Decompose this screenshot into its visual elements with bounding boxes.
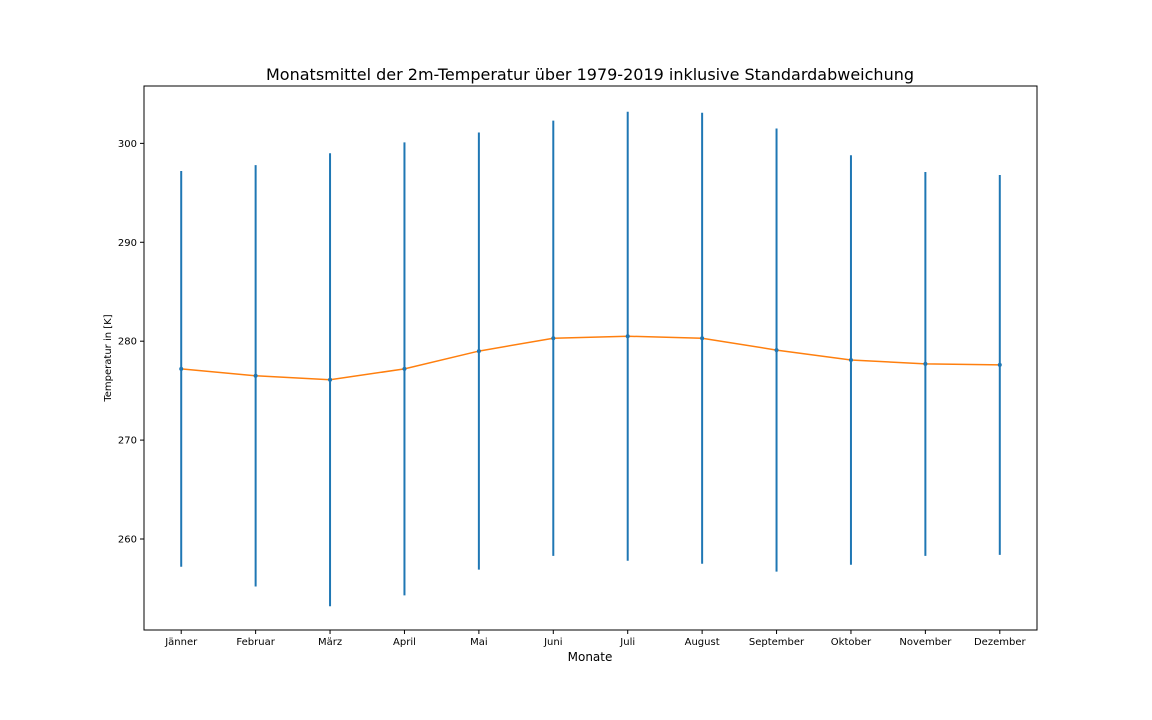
y-tick-label: 290 [118,238,137,249]
chart-title: Monatsmittel der 2m-Temperatur über 1979… [266,65,914,84]
x-tick-label: September [749,637,805,648]
x-tick-label: August [685,637,720,648]
x-tick-label: Mai [470,637,488,648]
x-tick-label: Jänner [164,637,198,648]
x-tick-label: November [899,637,952,648]
data-point [551,336,556,341]
data-point [700,336,705,341]
data-point [774,348,779,353]
data-point [476,349,481,354]
x-tick-label: Juni [543,637,562,648]
data-point [625,334,630,339]
x-tick-label: Februar [236,637,275,648]
x-tick-label: Oktober [831,637,872,648]
y-tick-label: 300 [118,139,137,150]
y-tick-label: 280 [118,337,137,348]
data-point [997,362,1002,367]
y-tick-label: 270 [118,436,137,447]
x-tick-label: Dezember [974,637,1026,648]
data-point [328,377,333,382]
data-point [402,366,407,371]
mean-line [181,335,1000,381]
data-point [923,361,928,366]
axes-frame [143,85,1038,631]
data-point [848,357,853,362]
plot-area: 260 270 280 290 300 Jänner Februar März April Mai… [118,85,1038,648]
y-tick-label: 260 [118,535,137,546]
data-point [253,373,258,378]
y-axis-label: Temperatur in [K] [103,314,114,402]
x-tick-label: April [393,637,416,648]
x-tick-label: März [318,637,342,648]
x-tick-label: Juli [619,637,635,648]
x-axis-label: Monate [568,650,613,664]
data-point [179,366,184,371]
